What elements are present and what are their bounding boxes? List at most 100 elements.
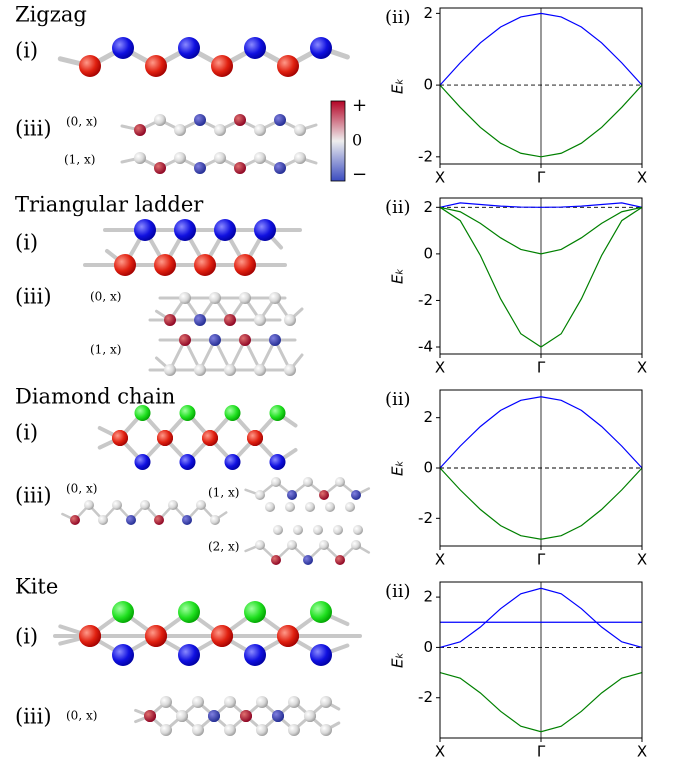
atom xyxy=(154,515,164,525)
atom xyxy=(214,152,226,164)
x-tick-label: X xyxy=(435,359,445,377)
atom xyxy=(160,696,172,708)
x-tick-label: Γ xyxy=(537,743,546,761)
atom xyxy=(270,405,286,421)
atom xyxy=(140,500,150,510)
atom xyxy=(192,696,204,708)
atom xyxy=(194,314,206,326)
panel-label: (i) xyxy=(15,231,38,255)
y-axis-label: Eₖ xyxy=(389,78,407,94)
atom xyxy=(320,724,332,736)
atom xyxy=(174,152,186,164)
atom xyxy=(84,500,94,510)
colorbar-label: − xyxy=(352,164,367,185)
sublabel: (1, x) xyxy=(90,343,121,357)
panel-label: (ii) xyxy=(385,7,411,28)
colorbar xyxy=(331,101,345,181)
y-tick-label: 0 xyxy=(423,459,433,477)
x-tick-label: X xyxy=(637,743,647,761)
x-tick-label: X xyxy=(637,359,647,377)
atom xyxy=(214,124,226,136)
atom xyxy=(269,334,281,346)
atom xyxy=(211,55,233,77)
atom xyxy=(112,601,134,623)
figure: Zigzag(i)(iii)Triangular ladder(i)(iii)D… xyxy=(0,0,683,764)
atom xyxy=(274,162,286,174)
y-tick-label: 2 xyxy=(423,408,433,426)
atom xyxy=(194,254,216,276)
y-tick-label: -2 xyxy=(418,147,433,165)
atom xyxy=(168,500,178,510)
panel-label: (ii) xyxy=(385,197,411,218)
sublabel: (1, x) xyxy=(208,486,239,500)
atom xyxy=(270,454,286,470)
atom xyxy=(112,430,128,446)
atom xyxy=(164,314,176,326)
sublabel: (0, x) xyxy=(66,115,97,129)
atom xyxy=(112,500,122,510)
panel-title: Triangular ladder xyxy=(15,193,204,217)
atom xyxy=(112,37,134,59)
atom xyxy=(294,124,306,136)
x-tick-label: X xyxy=(435,743,445,761)
atom xyxy=(192,724,204,736)
atom xyxy=(351,490,361,500)
atom xyxy=(194,114,206,126)
atom xyxy=(210,515,220,525)
atom xyxy=(79,55,101,77)
atom xyxy=(305,502,315,512)
atom xyxy=(254,219,276,241)
atom xyxy=(320,696,332,708)
colorbar-label: + xyxy=(352,95,367,116)
atom xyxy=(157,430,173,446)
x-tick-label: X xyxy=(637,551,647,569)
atom xyxy=(310,644,332,666)
atom xyxy=(325,502,335,512)
atom xyxy=(209,334,221,346)
atom xyxy=(277,55,299,77)
panel-title: Diamond chain xyxy=(15,385,175,409)
atom xyxy=(335,477,345,487)
atom xyxy=(345,502,355,512)
sublabel: (0, x) xyxy=(66,482,97,496)
panel-title: Zigzag xyxy=(15,3,87,27)
atom xyxy=(225,405,241,421)
y-axis-label: Eₖ xyxy=(389,460,407,476)
atom xyxy=(70,515,80,525)
y-tick-label: 2 xyxy=(423,198,433,216)
atom xyxy=(287,540,297,550)
y-tick-label: -2 xyxy=(418,291,433,309)
atom xyxy=(154,114,166,126)
bond xyxy=(100,413,296,438)
atom xyxy=(287,490,297,500)
y-tick-label: 0 xyxy=(423,244,433,262)
atom xyxy=(256,724,268,736)
atom xyxy=(255,490,265,500)
panel-title: Kite xyxy=(15,575,58,599)
bond xyxy=(60,612,347,636)
y-tick-label: -2 xyxy=(418,509,433,527)
bond xyxy=(60,636,347,655)
atom xyxy=(254,124,266,136)
x-tick-label: Γ xyxy=(537,359,546,377)
y-tick-label: 0 xyxy=(423,76,433,94)
panel-label: (i) xyxy=(15,39,38,63)
atom xyxy=(194,364,206,376)
atom xyxy=(154,162,166,174)
atom xyxy=(239,292,251,304)
atom xyxy=(176,710,188,722)
x-tick-label: Γ xyxy=(537,551,546,569)
sublabel: (0, x) xyxy=(66,709,97,723)
atom xyxy=(288,724,300,736)
atom xyxy=(179,292,191,304)
atom xyxy=(160,724,172,736)
y-tick-label: 2 xyxy=(423,588,433,606)
atom xyxy=(208,710,220,722)
y-tick-label: 0 xyxy=(423,638,433,656)
atom xyxy=(234,114,246,126)
atom xyxy=(240,710,252,722)
panel-label: (ii) xyxy=(385,581,411,602)
atom xyxy=(288,696,300,708)
atom xyxy=(247,430,263,446)
